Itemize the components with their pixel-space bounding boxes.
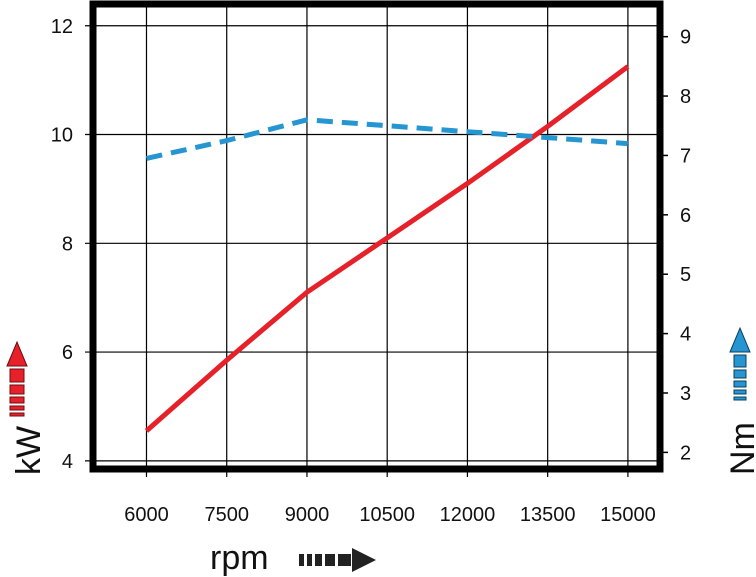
y-tick-label: 10 bbox=[51, 125, 73, 147]
x-tick-label: 9000 bbox=[285, 504, 330, 526]
y-tick-labels: 4 6 8 10 12 bbox=[51, 16, 73, 473]
x-tick-labels: 6000 7500 9000 10500 12000 13500 15000 bbox=[124, 504, 655, 526]
y-tick-label: 6 bbox=[62, 342, 73, 364]
plot-series bbox=[144, 64, 630, 433]
y2-tick-label: 5 bbox=[680, 264, 691, 286]
grid bbox=[85, 4, 668, 477]
y2-tick-label: 8 bbox=[680, 86, 691, 108]
x-tick-label: 12000 bbox=[440, 504, 496, 526]
y2-tick-label: 6 bbox=[680, 205, 691, 227]
y2-axis-title: Nm bbox=[724, 422, 756, 475]
y-tick-label: 4 bbox=[62, 451, 73, 473]
plot-frame bbox=[89, 0, 664, 473]
y2-tick-label: 3 bbox=[680, 383, 691, 405]
y2-tick-label: 2 bbox=[680, 442, 691, 464]
x-tick-label: 6000 bbox=[124, 504, 169, 526]
x-tick-label: 7500 bbox=[204, 504, 249, 526]
x-axis-arrow-icon bbox=[299, 548, 376, 572]
y2-tick-labels: 2 3 4 5 6 7 8 9 bbox=[680, 27, 691, 465]
x-tick-label: 15000 bbox=[600, 504, 656, 526]
x-tick-label: 13500 bbox=[520, 504, 576, 526]
y2-tick-label: 4 bbox=[680, 324, 691, 346]
y2-tick-label: 9 bbox=[680, 27, 691, 49]
y-tick-label: 8 bbox=[62, 233, 73, 255]
y2-tick-label: 7 bbox=[680, 145, 691, 167]
y-axis-title: kW bbox=[10, 426, 48, 475]
x-tick-label: 10500 bbox=[359, 504, 415, 526]
x-axis-title: rpm bbox=[210, 539, 269, 577]
y-tick-label: 12 bbox=[51, 16, 73, 38]
y2-axis-arrow-icon bbox=[729, 326, 751, 401]
y-axis-arrow-icon bbox=[6, 340, 28, 417]
